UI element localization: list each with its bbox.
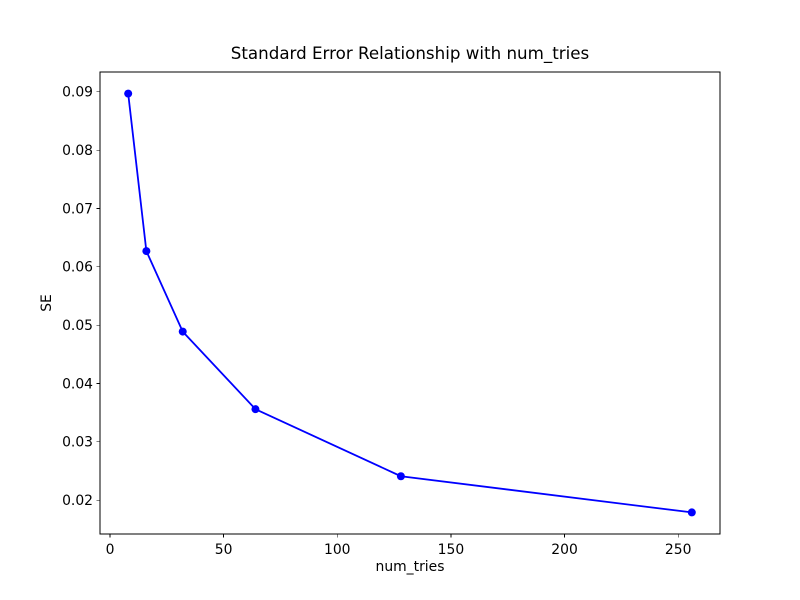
data-point-marker xyxy=(396,472,405,481)
y-tick-label: 0.08 xyxy=(62,143,93,159)
data-point-marker xyxy=(251,405,260,414)
y-axis-label: SE xyxy=(39,294,55,312)
x-tick-label: 50 xyxy=(215,542,233,558)
y-tick-label: 0.05 xyxy=(62,318,93,334)
data-point-marker xyxy=(142,247,151,256)
series-line xyxy=(127,92,693,514)
plot-frame xyxy=(99,71,721,535)
y-tick-label: 0.02 xyxy=(62,493,93,509)
data-point-marker xyxy=(687,508,696,517)
x-tick-label: 150 xyxy=(438,542,465,558)
x-tick-label: 200 xyxy=(551,542,578,558)
y-tick-label: 0.04 xyxy=(62,376,93,392)
x-tick-label: 250 xyxy=(665,542,692,558)
x-axis-label: num_tries xyxy=(375,559,445,575)
chart-title: Standard Error Relationship with num_tri… xyxy=(230,43,590,63)
y-tick-label: 0.06 xyxy=(62,260,93,276)
x-tick-label: 100 xyxy=(324,542,351,558)
y-tick-label: 0.07 xyxy=(62,201,93,217)
x-tick-label: 0 xyxy=(106,542,115,558)
data-point-marker xyxy=(124,89,133,98)
data-point-marker xyxy=(178,327,187,336)
y-tick-label: 0.03 xyxy=(62,435,93,451)
y-tick-label: 0.09 xyxy=(62,85,93,101)
